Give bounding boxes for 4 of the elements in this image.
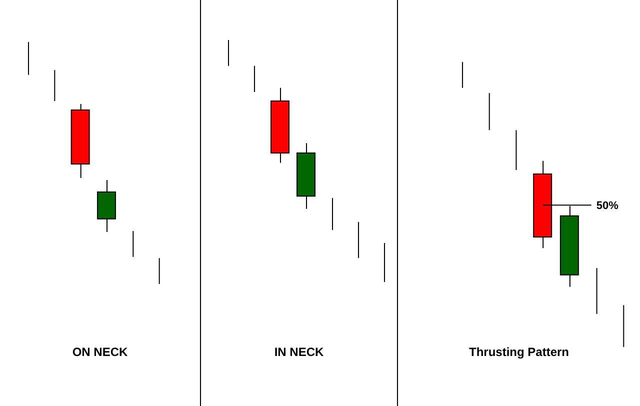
x-axis-title: ON NECK [71, 345, 129, 359]
ref-line-label: 50% [596, 200, 619, 212]
x-axis-title: Thrusting Pattern [468, 345, 570, 359]
x-axis-title: IN NECK [273, 345, 325, 359]
